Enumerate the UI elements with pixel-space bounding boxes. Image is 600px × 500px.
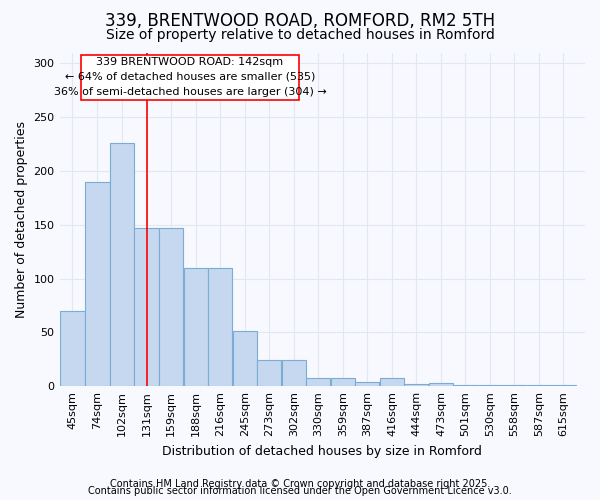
FancyBboxPatch shape — [81, 54, 299, 100]
Bar — [355, 382, 379, 386]
Text: Size of property relative to detached houses in Romford: Size of property relative to detached ho… — [106, 28, 494, 42]
Text: Contains HM Land Registry data © Crown copyright and database right 2025.: Contains HM Land Registry data © Crown c… — [110, 479, 490, 489]
Bar — [61, 311, 85, 386]
Bar — [527, 385, 551, 386]
Bar — [110, 143, 134, 386]
Bar — [233, 332, 257, 386]
Bar — [134, 228, 158, 386]
Text: 339 BRENTWOOD ROAD: 142sqm: 339 BRENTWOOD ROAD: 142sqm — [97, 57, 284, 67]
Bar — [502, 385, 526, 386]
Bar — [478, 385, 502, 386]
Y-axis label: Number of detached properties: Number of detached properties — [15, 121, 28, 318]
Bar — [453, 385, 478, 386]
Bar — [158, 228, 183, 386]
Bar — [380, 378, 404, 386]
Text: 339, BRENTWOOD ROAD, ROMFORD, RM2 5TH: 339, BRENTWOOD ROAD, ROMFORD, RM2 5TH — [105, 12, 495, 30]
Bar — [282, 360, 306, 386]
Bar — [551, 385, 575, 386]
Text: Contains public sector information licensed under the Open Government Licence v3: Contains public sector information licen… — [88, 486, 512, 496]
Bar — [429, 383, 453, 386]
Text: ← 64% of detached houses are smaller (535): ← 64% of detached houses are smaller (53… — [65, 72, 315, 82]
Bar — [184, 268, 208, 386]
Bar — [257, 360, 281, 386]
X-axis label: Distribution of detached houses by size in Romford: Distribution of detached houses by size … — [163, 444, 482, 458]
Bar — [208, 268, 232, 386]
Text: 36% of semi-detached houses are larger (304) →: 36% of semi-detached houses are larger (… — [53, 87, 326, 97]
Bar — [331, 378, 355, 386]
Bar — [404, 384, 428, 386]
Bar — [85, 182, 110, 386]
Bar — [306, 378, 330, 386]
